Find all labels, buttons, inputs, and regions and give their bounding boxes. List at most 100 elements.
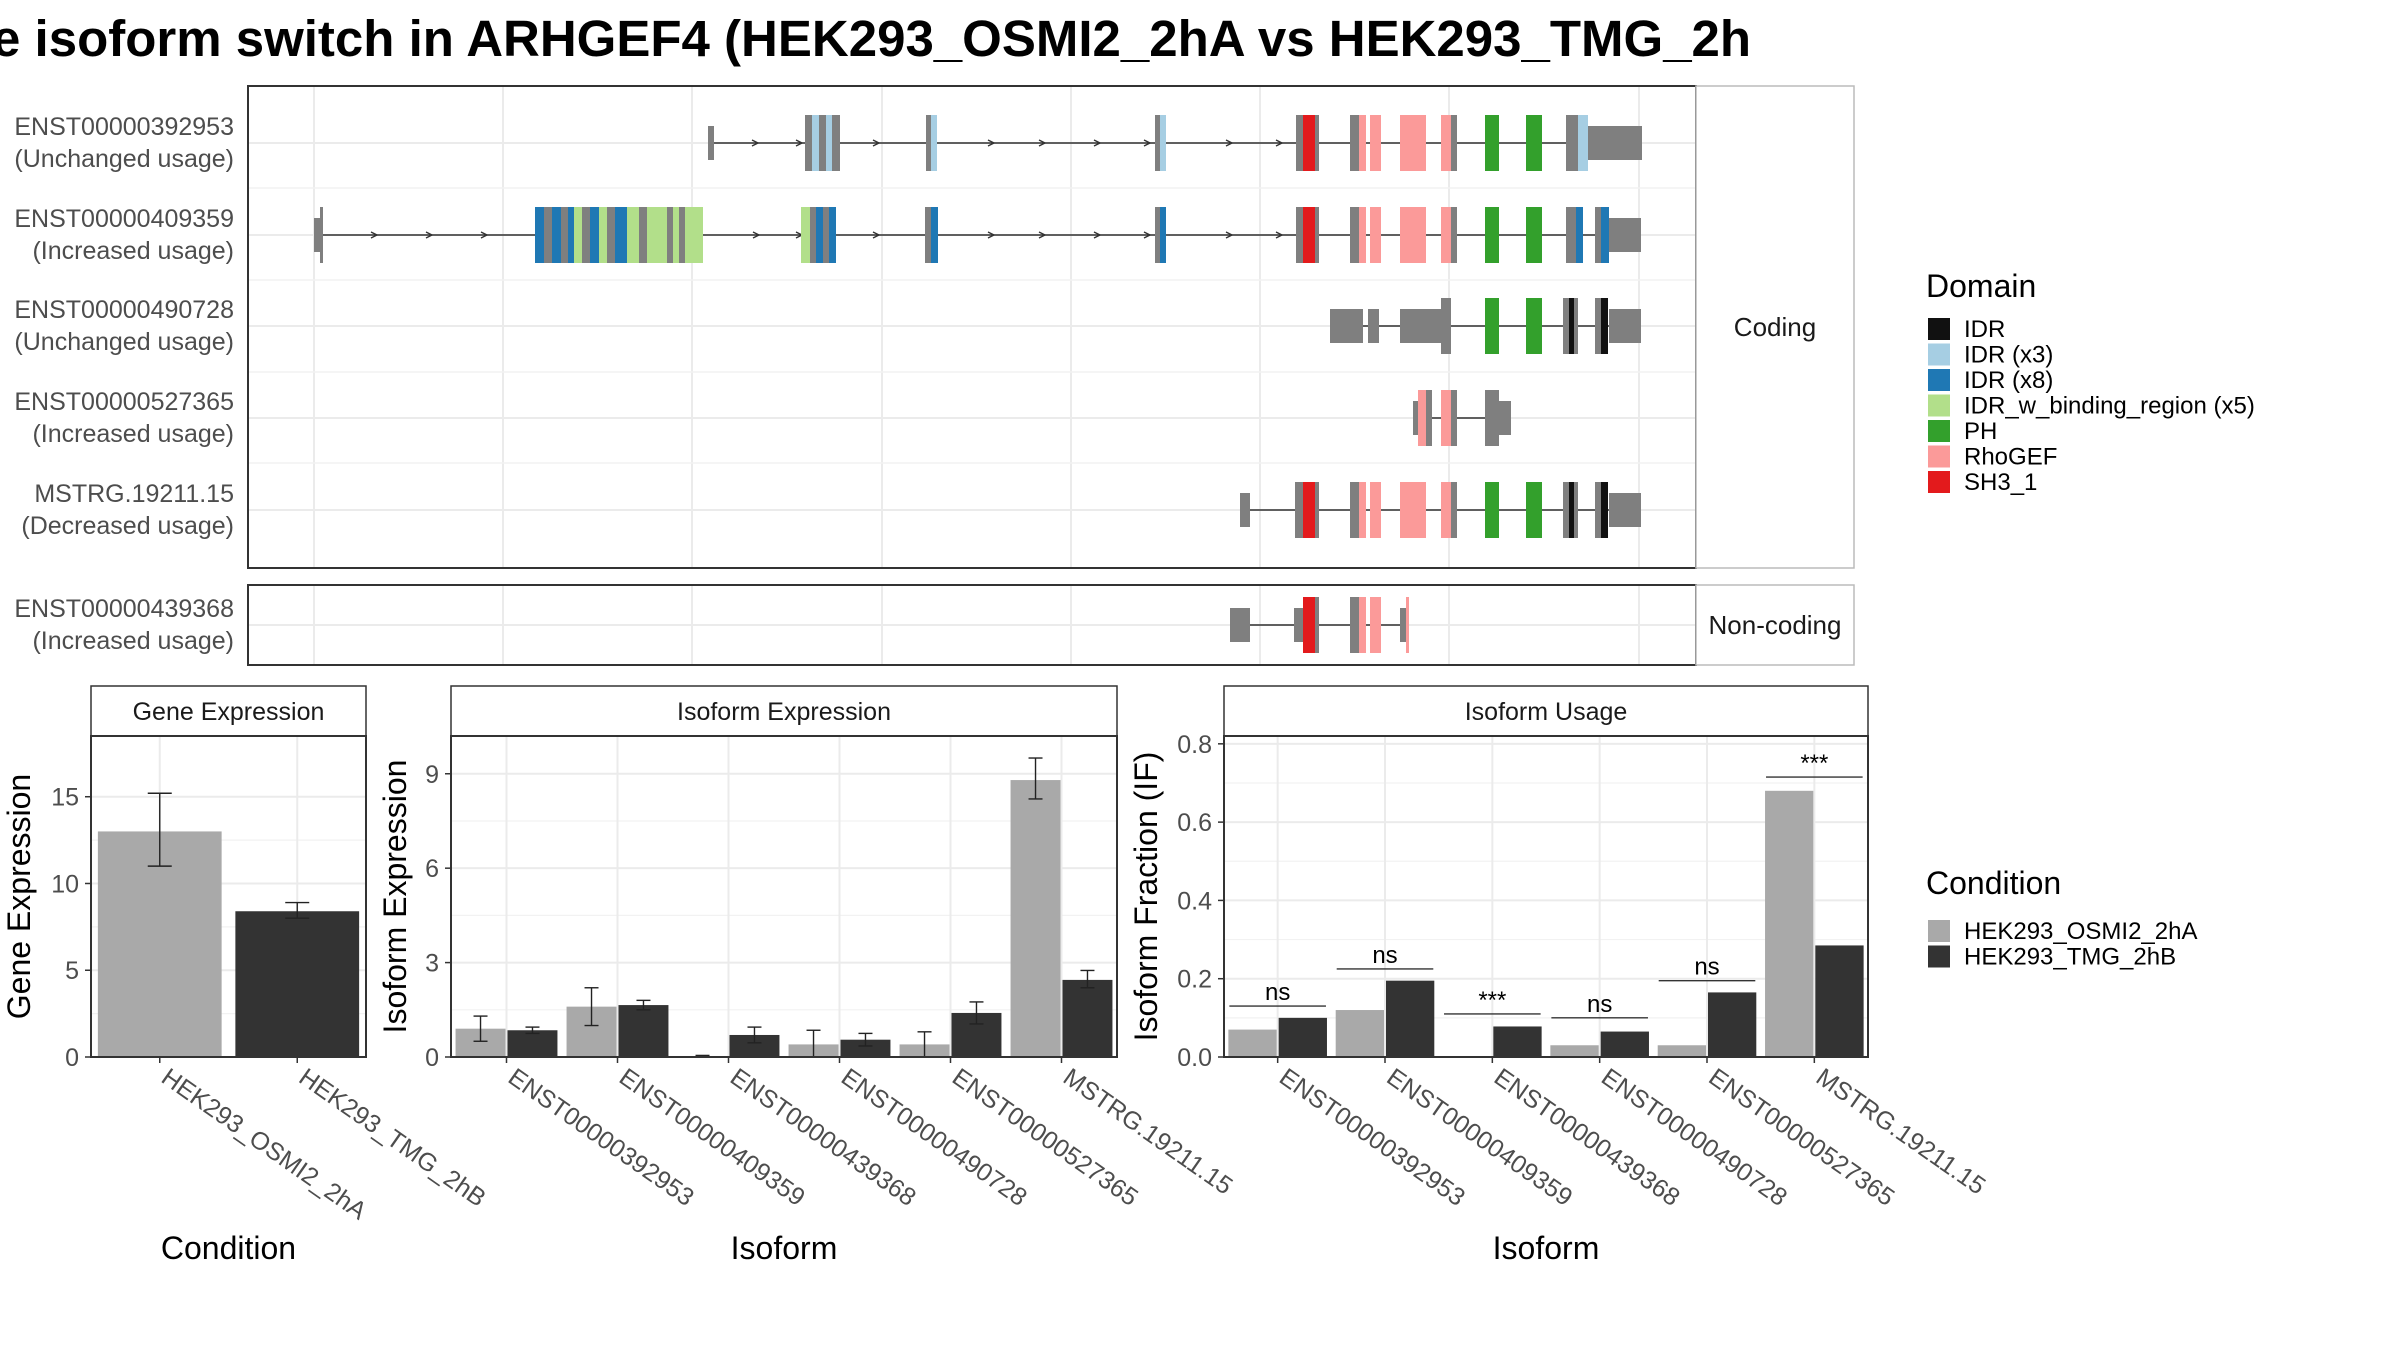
chart-title: Isoform Expression [677, 698, 891, 726]
domain-legend-label: PH [1964, 418, 1997, 445]
intron-arrow [795, 139, 804, 147]
chart-border [450, 735, 1118, 1058]
exon-block [582, 207, 590, 263]
y-tick-label: 10 [51, 870, 79, 898]
exon-block [1350, 482, 1359, 538]
y-tick-label: 0.4 [1177, 887, 1212, 915]
exon-block [1451, 390, 1457, 446]
significance-label: ns [1265, 979, 1290, 1006]
intron-arrow [1038, 139, 1047, 147]
domain-legend-label: IDR (x3) [1964, 342, 2053, 369]
intron-arrow [872, 231, 881, 239]
exon-block [1563, 298, 1569, 354]
exon-block [829, 207, 836, 263]
domain-legend-label: IDR (x8) [1964, 367, 2053, 394]
y-tick-label: 0 [425, 1044, 439, 1072]
exon-block [1566, 207, 1576, 263]
x-axis-title: Isoform [1493, 1230, 1600, 1266]
exon-block [1588, 126, 1642, 160]
domain-legend-key [1928, 343, 1950, 366]
bar [1010, 780, 1061, 1057]
exon-block [1315, 115, 1319, 171]
exon-block [1451, 207, 1457, 263]
exon-block [1576, 207, 1583, 263]
isoform-usage-label: (Increased usage) [32, 420, 234, 448]
isoform-id-label: ENST00000490728 [14, 296, 234, 324]
y-tick-label: 0.0 [1177, 1044, 1212, 1072]
exon-block [1406, 597, 1409, 653]
exon-block [1574, 298, 1578, 354]
significance-label: ns [1694, 954, 1719, 981]
exon-block [1426, 390, 1432, 446]
bar [507, 1030, 558, 1057]
exon-block [1574, 482, 1578, 538]
bar [1600, 1031, 1649, 1057]
exon-block [931, 207, 938, 263]
exon-block [535, 207, 544, 263]
x-tick-label: ENST00000409359 [614, 1063, 810, 1212]
exon-block [1595, 298, 1601, 354]
bar [1062, 979, 1113, 1057]
condition-legend-title: Condition [1926, 865, 2061, 901]
exon-block [607, 207, 615, 263]
significance-label: ns [1372, 942, 1397, 969]
exon-block [1303, 482, 1315, 538]
intron-arrow [1275, 139, 1284, 147]
domain-legend-label: SH3_1 [1964, 469, 2037, 496]
exon-block [568, 207, 574, 263]
domain-legend-label: RhoGEF [1964, 444, 2057, 471]
y-axis-title: Gene Expression [1, 774, 37, 1019]
exon-block [314, 218, 320, 252]
isoform-id-label: MSTRG.19211.15 [34, 480, 234, 508]
x-tick-label: ENST00000490728 [836, 1063, 1032, 1212]
exon-block [1451, 115, 1457, 171]
y-tick-label: 15 [51, 784, 79, 812]
exon-block [1609, 218, 1641, 252]
bar [235, 911, 360, 1057]
exon-block [1499, 401, 1511, 435]
transcript-structure-panel: Coding Non-coding ENST00000392953 (Unchange… [14, 85, 1855, 666]
domain-legend-title: Domain [1926, 268, 2036, 304]
exon-block [1368, 309, 1379, 343]
isoform-id-label: ENST00000392953 [14, 113, 234, 141]
exon-block [1485, 298, 1499, 354]
exon-block [826, 115, 832, 171]
exon-block [615, 207, 627, 263]
exon-block [544, 207, 552, 263]
intron-arrow [370, 231, 379, 239]
exon-block [1441, 482, 1451, 538]
exon-block [574, 207, 582, 263]
exon-block [667, 207, 673, 263]
exon-block [1566, 115, 1578, 171]
exon-block [1350, 115, 1359, 171]
exon-block [832, 115, 840, 171]
bar [1493, 1026, 1542, 1057]
exon-block [1370, 482, 1381, 538]
exon-block [1441, 298, 1451, 354]
x-tick-label: ENST00000527365 [947, 1063, 1143, 1212]
exon-block [1296, 207, 1303, 263]
exon-block [1350, 597, 1359, 653]
exon-block [639, 207, 647, 263]
bar [1815, 945, 1864, 1057]
exon-block [1295, 482, 1303, 538]
exon-block [926, 115, 931, 171]
domain-legend-key [1928, 420, 1950, 442]
significance-label: *** [1478, 987, 1506, 1014]
exon-block [1526, 207, 1542, 263]
exon-block [1526, 482, 1542, 538]
exon-block [1563, 482, 1569, 538]
exon-block [1526, 115, 1542, 171]
y-tick-label: 6 [425, 855, 439, 883]
bar [1765, 790, 1814, 1057]
exon-block [925, 207, 931, 263]
bar [1386, 980, 1435, 1057]
exon-block [1569, 298, 1574, 354]
isoform-expression-chart: Isoform Expression0369ENST00000392953ENS… [377, 685, 1238, 1266]
condition-legend-key [1928, 945, 1950, 968]
y-tick-label: 9 [425, 761, 439, 789]
exon-block [1294, 608, 1304, 642]
intron-arrow [1093, 139, 1102, 147]
